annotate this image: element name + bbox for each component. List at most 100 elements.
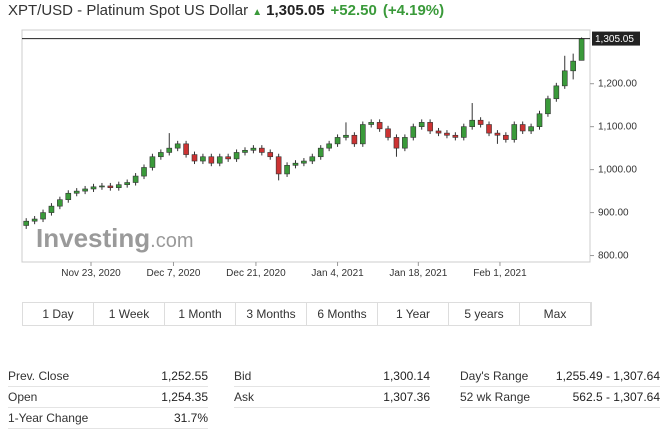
candle-body (124, 182, 130, 185)
candle-body (494, 132, 501, 136)
candle-body (90, 186, 97, 190)
candle-body (200, 156, 206, 162)
stat-label: Bid (234, 369, 252, 383)
y-tick-label: 800.00 (598, 251, 629, 262)
candle-body (376, 122, 383, 130)
candle-body (528, 126, 534, 132)
range-button[interactable]: 3 Months (236, 303, 307, 325)
candle-body (570, 60, 576, 72)
stat-value: 562.5 - 1,307.64 (572, 390, 660, 404)
stat-value: 1,307.36 (383, 390, 430, 404)
x-tick-label: Dec 7, 2020 (146, 268, 200, 279)
watermark: Investing.com (36, 223, 193, 253)
range-button[interactable]: Max (520, 303, 591, 325)
stat-label: Ask (234, 390, 255, 404)
candle-body (65, 192, 72, 201)
range-button[interactable]: 1 Year (378, 303, 449, 325)
candle-body (107, 185, 114, 188)
candle-body (23, 220, 30, 226)
candle-body (166, 147, 173, 153)
candle-body (292, 162, 299, 166)
candle-body (233, 152, 240, 160)
stats-row: 52 wk Range 562.5 - 1,307.64 (460, 387, 660, 408)
range-button[interactable]: 1 Month (165, 303, 236, 325)
stat-value: 1,255.49 - 1,307.64 (555, 369, 660, 383)
y-tick-label: 1,100.00 (598, 122, 637, 133)
candle-body (452, 134, 459, 138)
candle-body (158, 152, 164, 158)
candle-body (427, 122, 433, 132)
stat-label: Open (8, 390, 38, 404)
candle-body (284, 165, 290, 175)
candle-body (460, 126, 467, 138)
x-tick-label: Jan 4, 2021 (311, 268, 364, 279)
last-price-box (592, 31, 640, 46)
y-tick-label: 1,000.00 (598, 165, 637, 176)
candle-body (359, 124, 366, 145)
candle-body (519, 124, 526, 132)
candle-body (259, 147, 265, 153)
candle-body (48, 205, 55, 213)
y-tick-label: 900.00 (598, 208, 629, 219)
watermark-suffix: .com (150, 230, 193, 252)
candle-body (402, 137, 408, 149)
x-tick-label: Feb 1, 2021 (473, 268, 527, 279)
stat-label: Day's Range (460, 369, 529, 383)
price: 1,305.05 (266, 2, 325, 19)
candle-body (57, 199, 63, 207)
candle-body (368, 122, 375, 125)
candle-body (561, 70, 568, 87)
candle-body (40, 212, 46, 220)
stats-row: 1-Year Change 31.7% (8, 408, 208, 429)
candle-body (317, 147, 324, 158)
stats-column: Prev. Close 1,252.55 Open 1,254.35 1-Year Ch… (8, 366, 208, 429)
candle-body (536, 113, 543, 127)
candle-body (31, 218, 38, 222)
candle-body (334, 137, 341, 145)
range-button[interactable]: 1 Week (94, 303, 165, 325)
range-buttons: 1 Day 1 Week 1 Month 3 Months 6 Months 1 Year… (22, 302, 592, 326)
candle-body (73, 190, 80, 194)
stats-column: Bid 1,300.14 Ask 1,307.36 (234, 366, 430, 408)
chart: Investing.com 800.00 900.00 1,000.00 1,100.0… (21, 29, 640, 279)
x-tick-label: Dec 21, 2020 (226, 268, 286, 279)
candle-body (191, 154, 198, 162)
stats-column: Day's Range 1,255.49 - 1,307.64 52 wk Rang… (460, 366, 660, 408)
candle-body (225, 156, 231, 160)
candle-body (208, 156, 215, 164)
candle-body (326, 143, 332, 149)
stat-label: 52 wk Range (460, 390, 531, 404)
candle-body (435, 130, 442, 134)
title: XPT/USD - Platinum Spot US Dollar (8, 2, 249, 19)
stats-row: Day's Range 1,255.49 - 1,307.64 (460, 366, 660, 387)
candle-body (578, 38, 585, 61)
stats-row: Ask 1,307.36 (234, 387, 430, 408)
candle-body (250, 147, 257, 151)
stats-row: Open 1,254.35 (8, 387, 208, 408)
candle-body (511, 124, 518, 140)
candle-body (82, 188, 88, 192)
stats-row: Bid 1,300.14 (234, 366, 430, 387)
candle-body (141, 167, 147, 177)
candle-body (343, 134, 349, 138)
candle-body (351, 134, 358, 145)
candle-body (267, 152, 274, 158)
candle-body (99, 185, 105, 188)
stat-value: 1,254.35 (161, 390, 208, 404)
stat-value: 1,252.55 (161, 369, 208, 383)
candle-body (486, 124, 492, 134)
stat-value: 31.7% (173, 411, 208, 425)
stat-label: 1-Year Change (8, 411, 89, 425)
range-button[interactable]: 5 years (449, 303, 520, 325)
candle-body (174, 143, 181, 149)
range-button[interactable]: 1 Day (23, 303, 94, 325)
candle-body (115, 184, 122, 188)
plot-frame (21, 29, 591, 263)
percent: (+4.19%) (382, 2, 445, 19)
range-button[interactable]: 6 Months (307, 303, 378, 325)
candle-body (309, 156, 316, 162)
candle-body (545, 98, 551, 115)
candle-body (469, 119, 475, 127)
candle-body (503, 134, 509, 140)
